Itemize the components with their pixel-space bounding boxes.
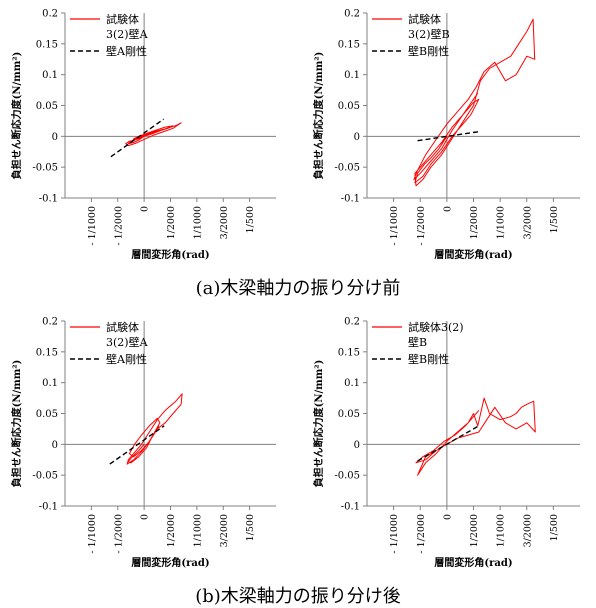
x-tick-label: 1/2000 <box>166 514 177 547</box>
legend-specimen-label-2: 3(2)壁B <box>408 27 450 41</box>
x-tick-label: - 1/2000 <box>113 206 124 246</box>
y-tick-label: 0.15 <box>338 39 360 50</box>
stiffness-line <box>109 425 165 465</box>
specimen-curve <box>126 393 183 465</box>
y-tick-label: 0.2 <box>42 317 58 328</box>
y-tick-label: -0.05 <box>32 471 58 482</box>
y-axis-label: 負担せん断応力度(N/mm²) <box>312 360 325 488</box>
y-tick-label: -0.05 <box>334 471 360 482</box>
legend-specimen-label-2: 3(2)壁A <box>106 335 149 349</box>
chart-b-right: -0.1 -0.05 0 0.05 0.1 0.15 0.2 - 1/1000 - 1/2000… <box>312 317 580 569</box>
x-tick-label: 0 <box>140 206 151 212</box>
legend-specimen-label: 試験体 <box>106 320 139 334</box>
y-tick-label: 0.2 <box>344 317 360 328</box>
specimen-curve <box>413 18 536 187</box>
x-tick-label: 3/2000 <box>219 514 230 547</box>
x-tick-label: 1/2000 <box>469 206 480 239</box>
x-tick-label: - 1/1000 <box>87 206 98 246</box>
y-tick-label: 0.2 <box>42 9 58 20</box>
x-tick-label: 3/2000 <box>219 206 230 239</box>
y-tick-label: -0.05 <box>32 163 58 174</box>
x-axis-label: 層間変形角(rad) <box>131 556 209 569</box>
x-tick-label: 1/1000 <box>496 206 507 239</box>
x-tick-label: 1/500 <box>245 206 256 233</box>
x-tick-label: 1/2000 <box>469 514 480 547</box>
y-tick-label: 0.1 <box>344 378 360 389</box>
y-tick-label: 0.1 <box>42 70 58 81</box>
y-tick-label: 0.15 <box>36 347 58 358</box>
caption-a: (a)木梁軸力の振り分け前 <box>196 278 401 299</box>
x-tick-label: 1/1000 <box>496 514 507 547</box>
legend-specimen-label-2: 3(2)壁A <box>106 27 149 41</box>
y-tick-label: -0.1 <box>341 194 360 205</box>
y-tick-label: 0 <box>354 132 360 143</box>
chart-b-left: -0.1 -0.05 0 0.05 0.1 0.15 0.2 - 1/1000 - 1/2000… <box>10 317 276 569</box>
x-tick-label: 3/2000 <box>522 514 533 547</box>
x-tick-label: 1/500 <box>245 514 256 541</box>
x-tick-label: - 1/2000 <box>416 206 427 246</box>
x-tick-label: - 1/1000 <box>87 514 98 554</box>
y-tick-label: 0.1 <box>344 70 360 81</box>
x-tick-label: 1/2000 <box>166 206 177 239</box>
x-tick-label: - 1/1000 <box>389 514 400 554</box>
stiffness-line <box>417 130 481 142</box>
y-tick-label: 0.05 <box>36 101 58 112</box>
y-tick-label: 0.05 <box>338 101 360 112</box>
chart-a-right: -0.1 -0.05 0 0.05 0.1 0.15 0.2 - 1/1000 - 1/2000… <box>312 9 580 261</box>
specimen-curve <box>415 397 536 476</box>
x-tick-label: 0 <box>442 514 453 520</box>
y-tick-label: 0 <box>52 132 58 143</box>
x-tick-label: 1/1000 <box>192 206 203 239</box>
y-axis-label: 負担せん断応力度(N/mm²) <box>312 52 325 180</box>
x-axis-label: 層間変形角(rad) <box>434 556 512 569</box>
x-tick-label: 1/1000 <box>192 514 203 547</box>
y-axis-label: 負担せん断応力度(N/mm²) <box>10 52 23 180</box>
y-tick-label: 0.15 <box>36 39 58 50</box>
x-tick-label: 3/2000 <box>522 206 533 239</box>
y-tick-label: 0.2 <box>344 9 360 20</box>
x-tick-label: 0 <box>442 206 453 212</box>
y-tick-label: -0.1 <box>341 502 360 513</box>
legend-stiffness-label: 壁B剛性 <box>408 44 449 58</box>
legend-specimen-label: 試験体 <box>106 12 139 26</box>
x-tick-label: 1/500 <box>549 514 560 541</box>
x-tick-label: 1/500 <box>549 206 560 233</box>
chart-a-left: -0.1 -0.05 0 0.05 0.1 0.15 0.2 - 1/1000 - 1/2000… <box>10 9 276 261</box>
legend-stiffness-label: 壁A剛性 <box>106 44 147 58</box>
x-axis-label: 層間変形角(rad) <box>434 248 512 261</box>
caption-b: (b)木梁軸力の振り分け後 <box>195 586 401 607</box>
legend-stiffness-label: 壁B剛性 <box>408 352 449 366</box>
y-tick-label: 0 <box>52 440 58 451</box>
x-tick-label: - 1/1000 <box>389 206 400 246</box>
x-tick-label: - 1/2000 <box>113 514 124 554</box>
y-tick-label: 0.05 <box>36 409 58 420</box>
x-tick-label: - 1/2000 <box>416 514 427 554</box>
legend-specimen-label-2: 壁B <box>408 335 427 349</box>
y-tick-label: 0.1 <box>42 378 58 389</box>
y-tick-label: 0 <box>354 440 360 451</box>
y-tick-label: -0.05 <box>334 163 360 174</box>
y-tick-label: -0.1 <box>39 194 58 205</box>
x-axis-label: 層間変形角(rad) <box>131 248 209 261</box>
legend-specimen-label: 試験体 <box>408 12 441 26</box>
stiffness-line <box>417 425 480 462</box>
legend-stiffness-label: 壁A剛性 <box>106 352 147 366</box>
y-tick-label: -0.1 <box>39 502 58 513</box>
chart-panels: -0.1 -0.05 0 0.05 0.1 0.15 0.2 - 1/1000 - 1/2000… <box>10 9 580 569</box>
y-tick-label: 0.05 <box>338 409 360 420</box>
x-tick-label: 0 <box>140 514 151 520</box>
legend-specimen-label: 試験体3(2) <box>408 320 464 334</box>
y-axis-label: 負担せん断応力度(N/mm²) <box>10 360 23 488</box>
y-tick-label: 0.15 <box>338 347 360 358</box>
stiffness-line <box>110 118 165 158</box>
